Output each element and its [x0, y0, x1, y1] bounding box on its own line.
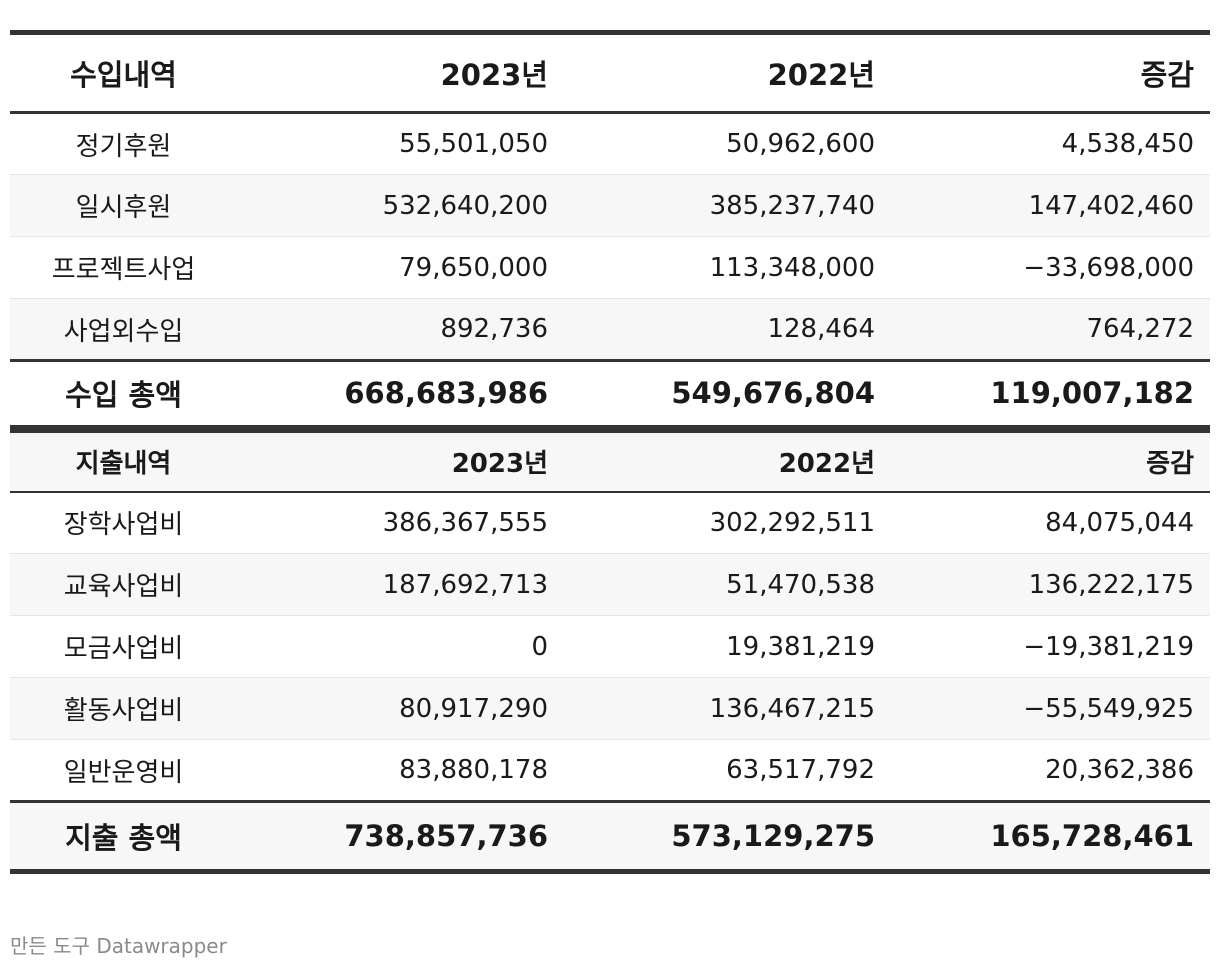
- table-cell: 128,464: [564, 298, 891, 361]
- total-cell: 668,683,986: [344, 376, 548, 411]
- table-cell: −19,381,219: [891, 615, 1210, 678]
- table-row: 장학사업비 386,367,555 302,292,511 84,075,044: [10, 491, 1210, 554]
- table-cell: 80,917,290: [237, 677, 564, 740]
- table-cell: 386,367,555: [237, 491, 564, 554]
- table-cell: 302,292,511: [564, 491, 891, 554]
- row-label: 장학사업비: [10, 491, 237, 554]
- table-cell: −55,549,925: [891, 677, 1210, 740]
- table-cell: 385,237,740: [564, 174, 891, 237]
- table-cell: 532,640,200: [237, 174, 564, 237]
- row-label: 사업외수입: [10, 298, 237, 361]
- table-row: 사업외수입 892,736 128,464 764,272: [10, 298, 1210, 361]
- column-header: 2022년: [767, 58, 875, 92]
- column-header: 2023년: [237, 428, 564, 492]
- table-cell: 51,470,538: [564, 553, 891, 616]
- total-cell: 738,857,736: [237, 801, 564, 872]
- table-cell: 79,650,000: [237, 236, 564, 299]
- expense-header-row: 지출내역 2023년 2022년 증감: [10, 428, 1210, 492]
- table-row: 정기후원 55,501,050 50,962,600 4,538,450: [10, 112, 1210, 175]
- table-row: 일반운영비 83,880,178 63,517,792 20,362,386: [10, 740, 1210, 802]
- table-cell: 4,538,450: [891, 112, 1210, 175]
- table-cell: 0: [237, 615, 564, 678]
- column-header: 증감: [1140, 58, 1194, 92]
- row-label: 일시후원: [10, 174, 237, 237]
- table-cell: 83,880,178: [399, 755, 548, 785]
- row-label: 교육사업비: [10, 553, 237, 616]
- table-cell: 63,517,792: [726, 755, 875, 785]
- column-header: 2023년: [440, 58, 548, 92]
- row-label: 일반운영비: [63, 757, 184, 788]
- table-cell: 136,222,175: [891, 553, 1210, 616]
- row-label: 모금사업비: [10, 615, 237, 678]
- total-cell: 119,007,182: [990, 376, 1194, 411]
- column-header: 증감: [891, 428, 1210, 492]
- row-label: 정기후원: [10, 112, 237, 175]
- income-header-row: 수입내역 2023년 2022년 증감: [10, 32, 1210, 113]
- footer-credit: 만든 도구 Datawrapper: [10, 934, 227, 958]
- table-row: 활동사업비 80,917,290 136,467,215 −55,549,925: [10, 677, 1210, 740]
- table-row: 모금사업비 0 19,381,219 −19,381,219: [10, 615, 1210, 678]
- table-cell: 187,692,713: [237, 553, 564, 616]
- income-expense-table: 수입내역 2023년 2022년 증감 정기후원 55,501,050 50,962,600…: [10, 30, 1210, 874]
- row-label: 프로젝트사업: [10, 236, 237, 299]
- table-row: 교육사업비 187,692,713 51,470,538 136,222,175: [10, 553, 1210, 616]
- table-cell: 113,348,000: [564, 236, 891, 299]
- expense-total-row: 지출 총액 738,857,736 573,129,275 165,728,461: [10, 801, 1210, 872]
- income-total-row: 수입 총액 668,683,986 549,676,804 119,007,182: [10, 360, 1210, 429]
- table-row: 일시후원 532,640,200 385,237,740 147,402,460: [10, 174, 1210, 237]
- table-row: 프로젝트사업 79,650,000 113,348,000 −33,698,000: [10, 236, 1210, 299]
- table-cell: 764,272: [891, 298, 1210, 361]
- table-cell: −33,698,000: [891, 236, 1210, 299]
- total-label: 지출 총액: [10, 801, 237, 872]
- column-header: 지출내역: [10, 428, 237, 492]
- total-cell: 573,129,275: [564, 801, 891, 872]
- table-cell: 50,962,600: [564, 112, 891, 175]
- total-cell: 165,728,461: [891, 801, 1210, 872]
- table-cell: 19,381,219: [564, 615, 891, 678]
- row-label: 활동사업비: [10, 677, 237, 740]
- column-header: 2022년: [564, 428, 891, 492]
- table-cell: 147,402,460: [891, 174, 1210, 237]
- total-cell: 549,676,804: [671, 376, 875, 411]
- table-cell: 892,736: [237, 298, 564, 361]
- table-cell: 84,075,044: [891, 491, 1210, 554]
- table-cell: 136,467,215: [564, 677, 891, 740]
- column-header: 수입내역: [70, 58, 177, 92]
- table-cell: 20,362,386: [1045, 755, 1194, 785]
- total-label: 수입 총액: [65, 378, 182, 413]
- finance-table-container: 수입내역 2023년 2022년 증감 정기후원 55,501,050 50,962,600…: [10, 30, 1210, 874]
- table-cell: 55,501,050: [237, 112, 564, 175]
